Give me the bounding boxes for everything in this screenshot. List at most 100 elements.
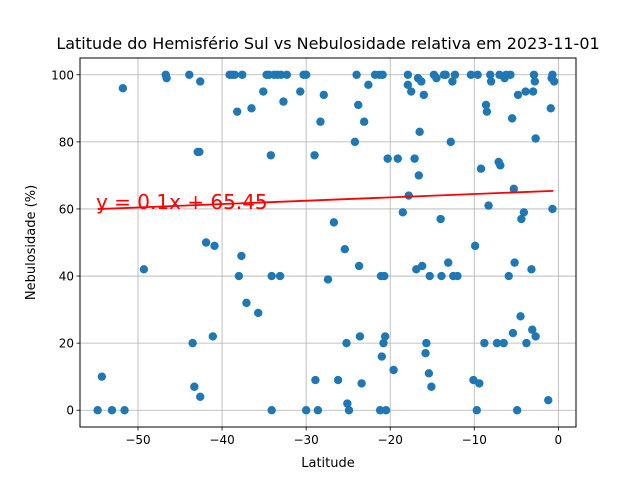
x-tick-label: −10	[462, 433, 487, 447]
scatter-point	[352, 70, 361, 79]
scatter-point	[437, 271, 446, 281]
scatter-point	[506, 70, 515, 79]
scatter-point	[355, 332, 365, 341]
grid-layer	[80, 58, 576, 427]
scatter-point	[296, 87, 305, 96]
x-tick-label: 0	[555, 433, 563, 447]
scatter-point	[118, 83, 128, 93]
scatter-point	[499, 338, 508, 348]
scatter-point	[528, 325, 537, 334]
scatter-point	[313, 406, 323, 415]
scatter-point	[496, 161, 505, 170]
scatter-point	[195, 147, 204, 157]
scatter-point	[279, 97, 288, 106]
scatter-point	[381, 406, 391, 415]
scatter-point	[329, 218, 339, 227]
scatter-point	[432, 73, 441, 83]
scatter-point	[319, 90, 328, 100]
scatter-point	[414, 171, 423, 180]
scatter-point	[546, 104, 555, 113]
scatter-point	[340, 245, 350, 254]
x-tick-label: −50	[125, 433, 150, 447]
scatter-point	[481, 100, 491, 110]
scatter-point	[421, 349, 430, 358]
scatter-point	[521, 87, 530, 96]
scatter-point	[201, 238, 211, 247]
scatter-point	[450, 70, 460, 79]
scatter-point	[512, 406, 522, 415]
scatter-point	[301, 70, 311, 79]
scatter-point	[310, 151, 319, 160]
scatter-point	[484, 201, 493, 210]
scatter-point	[354, 100, 363, 110]
points-layer	[93, 70, 559, 415]
scatter-point	[417, 77, 426, 86]
scatter-point	[466, 70, 476, 79]
scatter-point	[259, 87, 268, 96]
scatter-point	[354, 261, 364, 271]
scatter-point	[473, 70, 482, 79]
scatter-point	[377, 352, 387, 361]
scatter-point	[527, 265, 536, 274]
scatter-point	[424, 369, 434, 378]
x-axis-label: Latitude	[301, 456, 355, 471]
scatter-point	[407, 87, 416, 96]
scatter-point	[403, 80, 413, 90]
scatter-point	[242, 298, 251, 308]
scatter-point	[188, 338, 197, 348]
scatter-point	[427, 382, 436, 391]
regression-line	[97, 189, 554, 210]
scatter-point	[196, 77, 205, 86]
scatter-point	[513, 90, 523, 100]
x-tick-label: −30	[293, 433, 318, 447]
scatter-point	[234, 271, 244, 281]
scatter-point	[316, 117, 325, 126]
scatter-point	[379, 338, 388, 348]
y-tick-label: 20	[59, 337, 74, 351]
y-tick-label: 0	[66, 404, 74, 418]
scatter-point	[508, 328, 518, 338]
scatter-point	[492, 338, 502, 348]
scatter-point	[230, 70, 239, 79]
y-tick-label: 40	[59, 270, 74, 284]
scatter-point	[107, 406, 117, 415]
scatter-point	[393, 154, 402, 163]
scatter-point	[480, 338, 489, 348]
scatter-point	[97, 372, 107, 381]
scatter-point	[507, 114, 517, 123]
scatter-point	[267, 271, 276, 281]
scatter-point	[196, 392, 205, 402]
scatter-point	[486, 77, 496, 86]
scatter-point	[378, 70, 387, 79]
scatter-point	[425, 271, 434, 281]
scatter-point	[238, 70, 247, 79]
scatter-point	[516, 312, 525, 321]
scatter-point	[472, 406, 481, 415]
scatter-point	[375, 406, 385, 415]
scatter-point	[380, 332, 390, 341]
scatter-point	[364, 80, 373, 90]
scatter-point	[344, 406, 354, 415]
y-axis-label: Nebulosidade (%)	[24, 185, 39, 300]
scatter-point	[415, 127, 424, 136]
scatter-point	[441, 70, 450, 79]
scatter-point	[350, 137, 360, 147]
scatter-point	[380, 271, 389, 281]
scatter-point	[510, 258, 519, 267]
chart-title: Latitude do Hemisfério Sul vs Nebulosida…	[56, 34, 599, 53]
x-tick-label: −40	[209, 433, 234, 447]
scatter-point	[476, 164, 486, 173]
plot-frame	[79, 57, 577, 428]
scatter-point	[548, 70, 557, 79]
x-tick-label: −20	[378, 433, 403, 447]
scatter-point	[210, 241, 219, 251]
scatter-point	[504, 271, 513, 281]
scatter-point	[517, 214, 526, 224]
scatter-point	[266, 151, 276, 160]
scatter-point	[482, 107, 492, 116]
scatter-point	[233, 107, 242, 116]
scatter-point	[453, 271, 462, 281]
scatter-point	[403, 70, 413, 79]
scatter-point	[522, 338, 531, 348]
regression-layer	[97, 189, 554, 210]
